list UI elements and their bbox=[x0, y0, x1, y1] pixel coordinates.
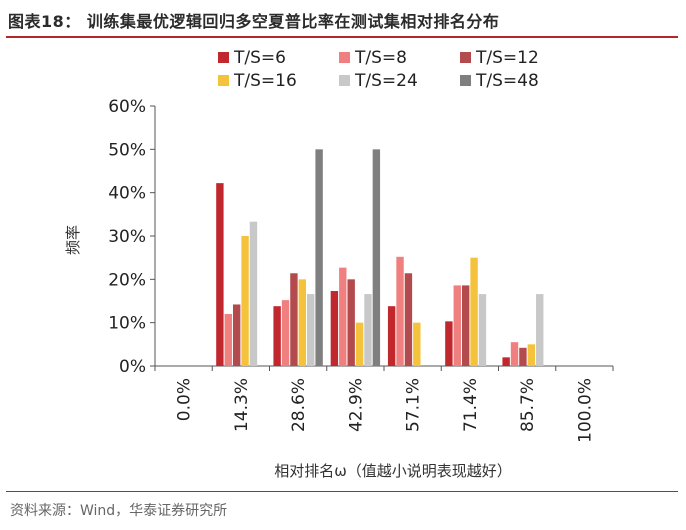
axes: 0% 10% 20% 30% 40% 50% 60% 0.0% 14.3% 28.6% 42.9% 5… bbox=[108, 97, 614, 443]
legend-swatch bbox=[218, 75, 229, 86]
bar-t-s-12 bbox=[290, 273, 298, 366]
bar-t-s-24 bbox=[307, 294, 315, 366]
bar-t-s-16 bbox=[298, 279, 307, 366]
bar-t-s-24 bbox=[364, 294, 372, 366]
bar-t-s-24 bbox=[249, 221, 258, 366]
bar-t-s-6 bbox=[273, 306, 281, 366]
legend-label: T/S=16 bbox=[233, 71, 297, 91]
source-note: 资料来源：Wind，华泰证券研究所 bbox=[10, 503, 228, 519]
y-tick-label: 10% bbox=[108, 314, 146, 334]
legend-label: T/S=48 bbox=[475, 71, 539, 91]
legend-label: T/S=6 bbox=[233, 48, 286, 68]
x-tick-label: 57.1% bbox=[404, 378, 424, 432]
legend: T/S=6 T/S=8 T/S=12 T/S=16 T/S=24 T/S=48 bbox=[218, 48, 539, 91]
bar-t-s-8 bbox=[396, 256, 404, 366]
bar-t-s-16 bbox=[413, 322, 421, 366]
legend-label: T/S=8 bbox=[354, 48, 407, 68]
legend-swatch bbox=[339, 52, 350, 63]
bars bbox=[216, 149, 544, 366]
bar-t-s-8 bbox=[224, 314, 232, 366]
bar-t-s-6 bbox=[216, 183, 224, 366]
bar-t-s-16 bbox=[470, 257, 478, 366]
legend-label: T/S=24 bbox=[354, 71, 418, 91]
y-axis-label: 频率 bbox=[64, 225, 82, 255]
figure-title: 图表18： 训练集最优逻辑回归多空夏普比率在测试集相对排名分布 bbox=[8, 12, 500, 31]
bar-t-s-6 bbox=[502, 357, 510, 366]
bar-t-s-8 bbox=[339, 267, 347, 366]
bar-t-s-6 bbox=[445, 321, 453, 366]
x-axis-label: 相对排名ω（值越小说明表现越好） bbox=[274, 462, 512, 480]
y-tick-label: 40% bbox=[108, 184, 146, 204]
x-tick-label: 71.4% bbox=[461, 378, 481, 432]
x-tick-label: 14.3% bbox=[232, 378, 252, 432]
bar-t-s-16 bbox=[355, 322, 364, 366]
bar-t-s-16 bbox=[241, 236, 249, 366]
bar-t-s-48 bbox=[315, 149, 323, 366]
bar-t-s-8 bbox=[281, 300, 290, 366]
legend-label: T/S=12 bbox=[475, 48, 539, 68]
bar-t-s-16 bbox=[527, 344, 536, 366]
y-tick-label: 0% bbox=[119, 357, 146, 377]
y-tick-label: 30% bbox=[108, 227, 146, 247]
bar-t-s-6 bbox=[387, 306, 396, 366]
bar-t-s-48 bbox=[372, 149, 381, 366]
legend-swatch bbox=[460, 52, 471, 63]
y-tick-label: 20% bbox=[108, 270, 146, 290]
x-tick-label: 0.0% bbox=[175, 378, 195, 421]
bar-t-s-12 bbox=[347, 279, 355, 366]
y-tick-label: 60% bbox=[108, 97, 146, 117]
x-tick-label: 28.6% bbox=[289, 378, 309, 432]
legend-swatch bbox=[339, 75, 350, 86]
title-divider bbox=[6, 36, 678, 38]
bar-t-s-12 bbox=[461, 285, 470, 366]
x-tick-label: 42.9% bbox=[346, 378, 366, 432]
y-tick-label: 50% bbox=[108, 140, 146, 160]
bar-t-s-12 bbox=[232, 304, 241, 366]
x-tick-label: 85.7% bbox=[518, 378, 538, 432]
x-tick-label: 100.0% bbox=[575, 378, 595, 443]
bar-t-s-24 bbox=[478, 294, 487, 366]
bar-t-s-6 bbox=[330, 291, 339, 366]
bar-t-s-24 bbox=[536, 294, 544, 366]
bar-t-s-12 bbox=[404, 273, 413, 366]
bar-t-s-8 bbox=[510, 342, 519, 366]
bar-t-s-8 bbox=[453, 285, 461, 366]
legend-swatch bbox=[218, 52, 229, 63]
source-divider bbox=[6, 491, 678, 492]
legend-swatch bbox=[460, 75, 471, 86]
bar-t-s-12 bbox=[519, 347, 527, 366]
